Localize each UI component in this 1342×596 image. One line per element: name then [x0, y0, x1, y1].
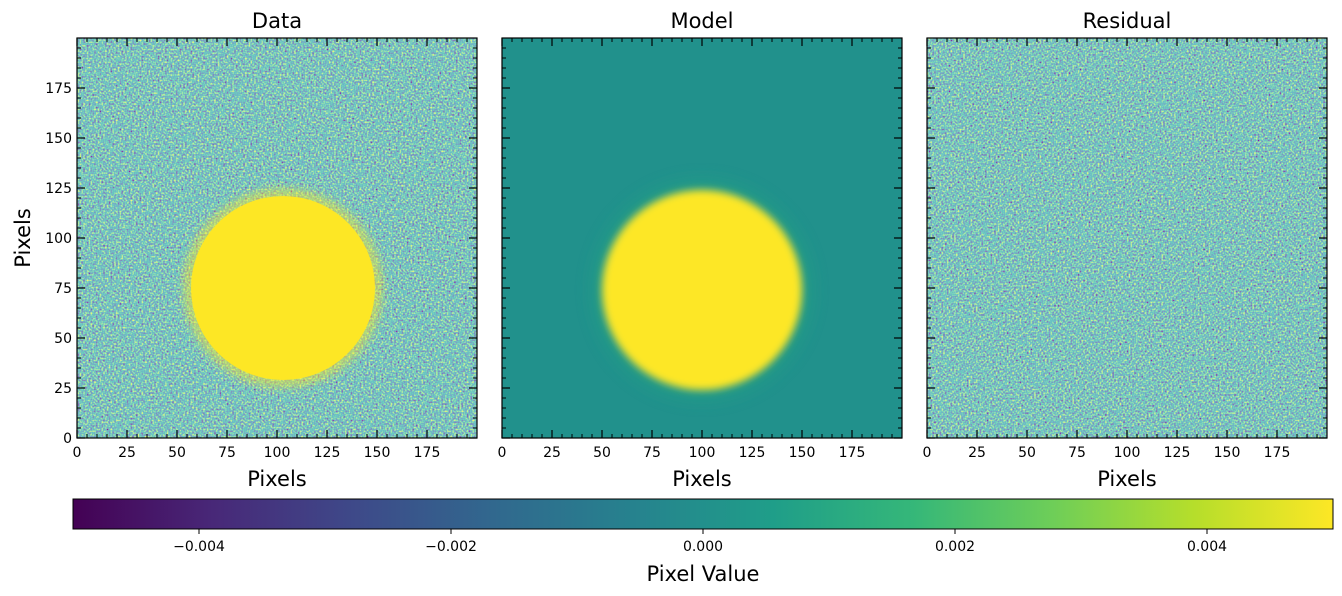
colorbar-label: Pixel Value [647, 562, 760, 586]
colorbar-tick-label: 0.002 [935, 539, 975, 555]
panel-title: Model [670, 9, 733, 33]
y-tick-label: 50 [54, 331, 72, 347]
x-tick-label: 0 [73, 445, 82, 461]
y-axis-label: Pixels [11, 208, 35, 268]
panel-title: Data [252, 9, 302, 33]
x-tick-label: 25 [118, 445, 136, 461]
noise [927, 38, 1327, 438]
colorbar-tick-label: 0.000 [683, 539, 723, 555]
x-tick-label: 150 [364, 445, 391, 461]
image [927, 38, 1327, 438]
source [191, 196, 375, 380]
y-tick-label: 25 [54, 381, 72, 397]
y-tick-label: 0 [63, 431, 72, 447]
x-axis-label: Pixels [1097, 467, 1157, 491]
x-axis-label: Pixels [672, 467, 732, 491]
x-tick-label: 125 [739, 445, 766, 461]
y-tick-label: 125 [45, 181, 72, 197]
y-tick-label: 75 [54, 281, 72, 297]
x-tick-label: 75 [1068, 445, 1086, 461]
colorbar-tick-label: −0.004 [173, 539, 225, 555]
x-tick-label: 125 [1164, 445, 1191, 461]
x-tick-label: 25 [968, 445, 986, 461]
colorbar-tick-label: 0.004 [1187, 539, 1227, 555]
x-tick-label: 25 [543, 445, 561, 461]
x-tick-label: 175 [1264, 445, 1291, 461]
image [502, 38, 902, 438]
x-tick-label: 50 [1018, 445, 1036, 461]
image [77, 38, 477, 438]
x-tick-label: 75 [218, 445, 236, 461]
x-tick-label: 75 [643, 445, 661, 461]
x-tick-label: 100 [1114, 445, 1141, 461]
y-tick-label: 100 [45, 231, 72, 247]
y-tick-label: 150 [45, 131, 72, 147]
x-tick-label: 100 [689, 445, 716, 461]
x-tick-label: 50 [593, 445, 611, 461]
x-tick-label: 0 [498, 445, 507, 461]
x-tick-label: 150 [1214, 445, 1241, 461]
x-tick-label: 175 [839, 445, 866, 461]
x-axis-label: Pixels [247, 467, 307, 491]
x-tick-label: 150 [789, 445, 816, 461]
colorbar-tick-label: −0.002 [425, 539, 477, 555]
y-tick-label: 175 [45, 81, 72, 97]
x-tick-label: 100 [264, 445, 291, 461]
x-tick-label: 125 [314, 445, 341, 461]
x-tick-label: 175 [414, 445, 441, 461]
x-tick-label: 50 [168, 445, 186, 461]
panel-title: Residual [1083, 9, 1172, 33]
source [602, 190, 802, 390]
colorbar [72, 498, 1334, 530]
x-tick-label: 0 [923, 445, 932, 461]
